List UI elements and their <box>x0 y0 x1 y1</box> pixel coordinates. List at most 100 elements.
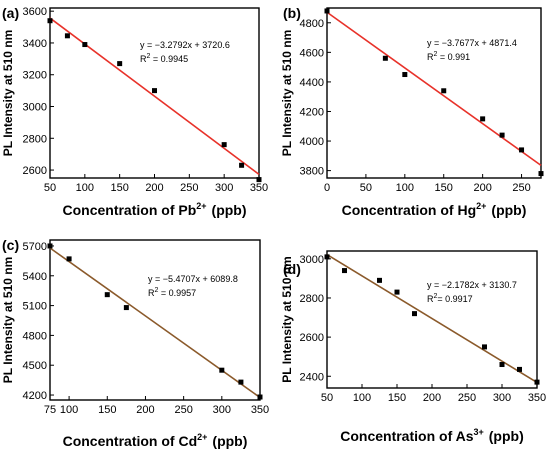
y-tick-label: 3400 <box>23 38 47 50</box>
chart-panel-2: 0 50 100 150 200 250 3800 4000 4200 4400 4600 4800 y… <box>280 5 544 218</box>
fit-line <box>49 247 261 399</box>
y-tick-label: 4800 <box>300 18 324 30</box>
data-point <box>152 88 157 94</box>
x-tick-label: 150 <box>110 182 128 194</box>
y-tick-label: 4500 <box>23 360 47 372</box>
r-squared-value: = 0.9917 <box>437 294 472 304</box>
data-point <box>377 277 382 283</box>
data-point <box>480 116 486 122</box>
chart-panel-3: 75 100 150 200 250 300 350 4200 4500 4800 5100 5400… <box>1 237 269 449</box>
r-squared: R2 = 0.9945 <box>140 53 188 64</box>
y-tick-label: 4200 <box>300 106 324 118</box>
data-point <box>517 366 522 372</box>
r-squared-prefix: R <box>148 288 155 298</box>
y-tick-label: 3600 <box>23 6 47 18</box>
r-squared-sup: 2 <box>434 51 438 58</box>
data-point <box>221 142 227 148</box>
plot-frame <box>326 250 538 389</box>
x-tick-label: 50 <box>321 392 333 404</box>
panel-label: (c) <box>2 237 19 253</box>
x-axis-title-unit: (ppb) <box>489 428 524 444</box>
fit-equation: y = −3.2792x + 3720.6 <box>140 40 230 50</box>
x-tick-label: 200 <box>473 182 491 194</box>
x-axis-title-main: Concentration of As <box>340 428 473 444</box>
data-point <box>256 177 262 183</box>
x-tick-label: 50 <box>44 182 56 194</box>
data-point <box>64 33 70 39</box>
fit-equation: y = −2.1782x + 3130.7 <box>427 280 517 290</box>
x-axis-title-sup: 2+ <box>196 201 206 211</box>
r-squared-prefix: R <box>140 54 147 64</box>
x-tick-label: 250 <box>174 404 192 416</box>
data-point <box>534 379 540 385</box>
x-axis-title-unit: (ppb) <box>212 202 247 218</box>
data-point <box>257 394 263 400</box>
data-point <box>382 55 388 61</box>
data-point <box>342 268 347 274</box>
x-tick-label: 350 <box>251 404 269 416</box>
x-axis-title-main: Concentration of Hg <box>342 202 477 218</box>
r-squared-sup: 2 <box>147 53 151 60</box>
x-tick-label: 350 <box>528 392 546 404</box>
data-point <box>82 42 88 48</box>
y-tick-label: 4600 <box>300 47 324 59</box>
plot-frame <box>49 239 261 401</box>
x-axis-title: Concentration of Pb2+ (ppb) <box>62 201 246 218</box>
y-tick-label: 2800 <box>300 293 324 305</box>
y-tick-label: 3000 <box>23 102 47 114</box>
x-axis-title: Concentration of As3+ (ppb) <box>340 427 524 444</box>
y-tick-label: 3200 <box>23 70 47 82</box>
y-axis-title: PL Intensity at 510 nm <box>1 257 15 384</box>
x-tick-label: 100 <box>60 404 78 416</box>
fit-equation: y = −5.4707x + 6089.8 <box>148 274 238 284</box>
data-point <box>441 88 447 94</box>
data-point <box>394 289 400 295</box>
data-point <box>117 61 123 67</box>
data-point <box>219 367 225 373</box>
x-tick-label: 350 <box>250 182 268 194</box>
x-tick-label: 300 <box>493 392 511 404</box>
fit-line <box>326 11 542 167</box>
x-tick-label: 200 <box>136 404 154 416</box>
x-axis-title: Concentration of Cd2+ (ppb) <box>63 432 248 449</box>
x-tick-label: 100 <box>353 392 371 404</box>
chart-panel-1: 50 100 150 200 250 300 350 2600 2800 3000 3200 3400… <box>1 5 268 218</box>
y-tick-label: 4000 <box>300 136 324 148</box>
y-tick-label: 3800 <box>300 166 324 178</box>
x-tick-label: 50 <box>360 182 372 194</box>
x-tick-label: 150 <box>435 182 453 194</box>
x-tick-label: 100 <box>396 182 414 194</box>
y-tick-label: 5100 <box>23 301 47 313</box>
y-tick-label: 4800 <box>23 330 47 342</box>
r-squared-prefix: R <box>427 294 434 304</box>
data-point <box>238 379 244 385</box>
x-tick-label: 250 <box>458 392 476 404</box>
x-tick-label: 300 <box>215 182 233 194</box>
x-tick-label: 150 <box>388 392 406 404</box>
panel-label: (d) <box>283 261 301 277</box>
data-point <box>482 344 487 350</box>
y-tick-label: 2600 <box>23 165 47 177</box>
x-axis-title-main: Concentration of Pb <box>62 202 196 218</box>
x-axis-title-unit: (ppb) <box>491 202 526 218</box>
x-tick-label: 150 <box>98 404 116 416</box>
data-point <box>123 305 129 311</box>
r-squared: R2 = 0.9957 <box>148 287 196 298</box>
data-point <box>519 147 525 153</box>
data-point <box>239 162 245 168</box>
r-squared: R2= 0.9917 <box>427 293 473 304</box>
r-squared-value: = 0.9945 <box>150 54 188 64</box>
x-tick-label: 0 <box>324 182 330 194</box>
y-axis-title: PL Intensity at 510 nm <box>280 256 294 383</box>
y-tick-label: 4400 <box>300 77 324 89</box>
data-point <box>402 72 408 78</box>
y-tick-label: 3000 <box>300 254 324 266</box>
data-point <box>499 132 505 138</box>
x-axis-title-main: Concentration of Cd <box>63 433 198 449</box>
y-tick-label: 4200 <box>23 390 47 402</box>
y-tick-label: 5700 <box>23 241 47 253</box>
data-point <box>47 243 53 249</box>
r-squared-sup: 2 <box>434 293 438 300</box>
x-tick-label: 75 <box>44 404 56 416</box>
y-tick-label: 2800 <box>23 133 47 145</box>
